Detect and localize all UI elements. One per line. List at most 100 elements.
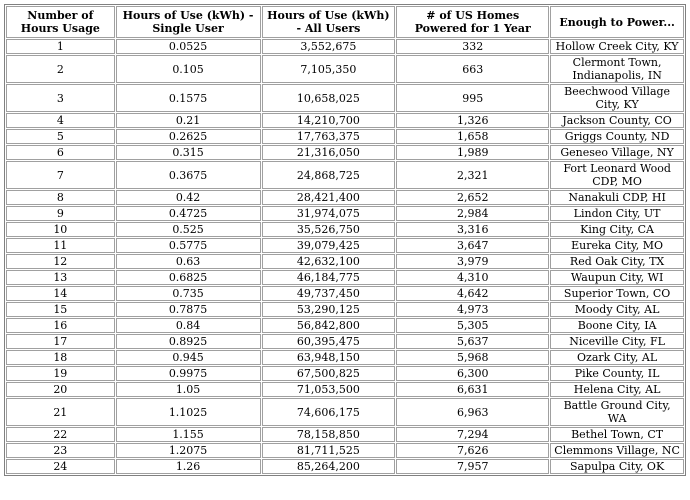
table-cell: Eureka City, MO: [550, 238, 684, 253]
table-cell: 3,316: [396, 222, 550, 237]
table-row: 19 0.9975 67,500,825 6,300 Pike County, IL: [6, 366, 684, 381]
table-cell: 7,294: [396, 427, 550, 442]
table-row: 9 0.4725 31,974,075 2,984 Lindon City, UT: [6, 206, 684, 221]
table-cell: 995: [396, 84, 550, 112]
table-cell: Waupun City, WI: [550, 270, 684, 285]
table-cell: 28,421,400: [261, 190, 396, 205]
table-row: 16 0.84 56,842,800 5,305 Boone City, IA: [6, 318, 684, 333]
table-cell: 1.1025: [115, 398, 261, 426]
table-cell: Moody City, AL: [550, 302, 684, 317]
table-row: 13 0.6825 46,184,775 4,310 Waupun City, WI: [6, 270, 684, 285]
table-cell: 31,974,075: [261, 206, 396, 221]
header-cell: Number of Hours Usage: [6, 6, 115, 38]
table-cell: 24,868,725: [261, 161, 396, 189]
table-cell: Geneseo Village, NY: [550, 145, 684, 160]
table-cell: 0.0525: [115, 39, 261, 54]
table-cell: 21,316,050: [261, 145, 396, 160]
table-cell: 0.9975: [115, 366, 261, 381]
table-cell: 39,079,425: [261, 238, 396, 253]
table-cell: 332: [396, 39, 550, 54]
header-cell: # of US Homes Powered for 1 Year: [396, 6, 550, 38]
table-cell: 7: [6, 161, 115, 189]
table-cell: Battle Ground City, WA: [550, 398, 684, 426]
table-cell: Nanakuli CDP, HI: [550, 190, 684, 205]
table-cell: 2: [6, 55, 115, 83]
table-row: 14 0.735 49,737,450 4,642 Superior Town, CO: [6, 286, 684, 301]
table-row: 4 0.21 14,210,700 1,326 Jackson County, CO: [6, 113, 684, 128]
table-cell: Boone City, IA: [550, 318, 684, 333]
table-cell: 4,642: [396, 286, 550, 301]
table-cell: Red Oak City, TX: [550, 254, 684, 269]
table-cell: 19: [6, 366, 115, 381]
table-cell: 0.21: [115, 113, 261, 128]
table-cell: 1,326: [396, 113, 550, 128]
table-row: 8 0.42 28,421,400 2,652 Nanakuli CDP, HI: [6, 190, 684, 205]
table-cell: Clermont Town, Indianapolis, IN: [550, 55, 684, 83]
table-cell: 4,973: [396, 302, 550, 317]
table-cell: 49,737,450: [261, 286, 396, 301]
table-cell: 53,290,125: [261, 302, 396, 317]
table-cell: Lindon City, UT: [550, 206, 684, 221]
table-cell: 0.735: [115, 286, 261, 301]
table-cell: 17: [6, 334, 115, 349]
table-cell: 3,647: [396, 238, 550, 253]
table-cell: 0.4725: [115, 206, 261, 221]
table-cell: 18: [6, 350, 115, 365]
table-cell: 0.1575: [115, 84, 261, 112]
table-cell: 14: [6, 286, 115, 301]
header-cell: Hours of Use (kWh) - All Users: [261, 6, 396, 38]
table-cell: 20: [6, 382, 115, 397]
table-cell: 22: [6, 427, 115, 442]
table-cell: 1.05: [115, 382, 261, 397]
table-cell: 6,631: [396, 382, 550, 397]
table-cell: 35,526,750: [261, 222, 396, 237]
table-row: 23 1.2075 81,711,525 7,626 Clemmons Village,…: [6, 443, 684, 458]
table-cell: 11: [6, 238, 115, 253]
table-row: 1 0.0525 3,552,675 332 Hollow Creek City, KY: [6, 39, 684, 54]
table-cell: 2,652: [396, 190, 550, 205]
table-cell: 0.6825: [115, 270, 261, 285]
table-cell: Superior Town, CO: [550, 286, 684, 301]
table-cell: Sapulpa City, OK: [550, 459, 684, 474]
table-cell: 9: [6, 206, 115, 221]
table-cell: 10: [6, 222, 115, 237]
table-cell: 78,158,850: [261, 427, 396, 442]
table-cell: 5,305: [396, 318, 550, 333]
table-cell: Clemmons Village, NC: [550, 443, 684, 458]
table-cell: 0.42: [115, 190, 261, 205]
table-row: 24 1.26 85,264,200 7,957 Sapulpa City, OK: [6, 459, 684, 474]
table-cell: 67,500,825: [261, 366, 396, 381]
table-cell: 4,310: [396, 270, 550, 285]
table-cell: Helena City, AL: [550, 382, 684, 397]
table-cell: 10,658,025: [261, 84, 396, 112]
table-cell: 0.525: [115, 222, 261, 237]
table-cell: 23: [6, 443, 115, 458]
table-row: 18 0.945 63,948,150 5,968 Ozark City, AL: [6, 350, 684, 365]
table-cell: Pike County, IL: [550, 366, 684, 381]
header-row: Number of Hours Usage Hours of Use (kWh) …: [6, 6, 684, 38]
table-cell: King City, CA: [550, 222, 684, 237]
table-cell: 5,968: [396, 350, 550, 365]
table-row: 15 0.7875 53,290,125 4,973 Moody City, AL: [6, 302, 684, 317]
table-row: 21 1.1025 74,606,175 6,963 Battle Ground Cit…: [6, 398, 684, 426]
table-cell: 74,606,175: [261, 398, 396, 426]
table-cell: 7,957: [396, 459, 550, 474]
table-cell: 0.5775: [115, 238, 261, 253]
table-cell: 0.105: [115, 55, 261, 83]
table-cell: 0.3675: [115, 161, 261, 189]
table-row: 3 0.1575 10,658,025 995 Beechwood Village Ci…: [6, 84, 684, 112]
table-row: 2 0.105 7,105,350 663 Clermont Town, Indiana…: [6, 55, 684, 83]
table-cell: 15: [6, 302, 115, 317]
table-cell: 0.63: [115, 254, 261, 269]
table-cell: 12: [6, 254, 115, 269]
table-cell: 1.155: [115, 427, 261, 442]
table-cell: 663: [396, 55, 550, 83]
table-cell: 21: [6, 398, 115, 426]
usage-table: Number of Hours Usage Hours of Use (kWh) …: [4, 4, 686, 476]
table-cell: Jackson County, CO: [550, 113, 684, 128]
table-row: 20 1.05 71,053,500 6,631 Helena City, AL: [6, 382, 684, 397]
table-cell: 5: [6, 129, 115, 144]
table-row: 11 0.5775 39,079,425 3,647 Eureka City, MO: [6, 238, 684, 253]
table-cell: 1.26: [115, 459, 261, 474]
table-cell: 71,053,500: [261, 382, 396, 397]
